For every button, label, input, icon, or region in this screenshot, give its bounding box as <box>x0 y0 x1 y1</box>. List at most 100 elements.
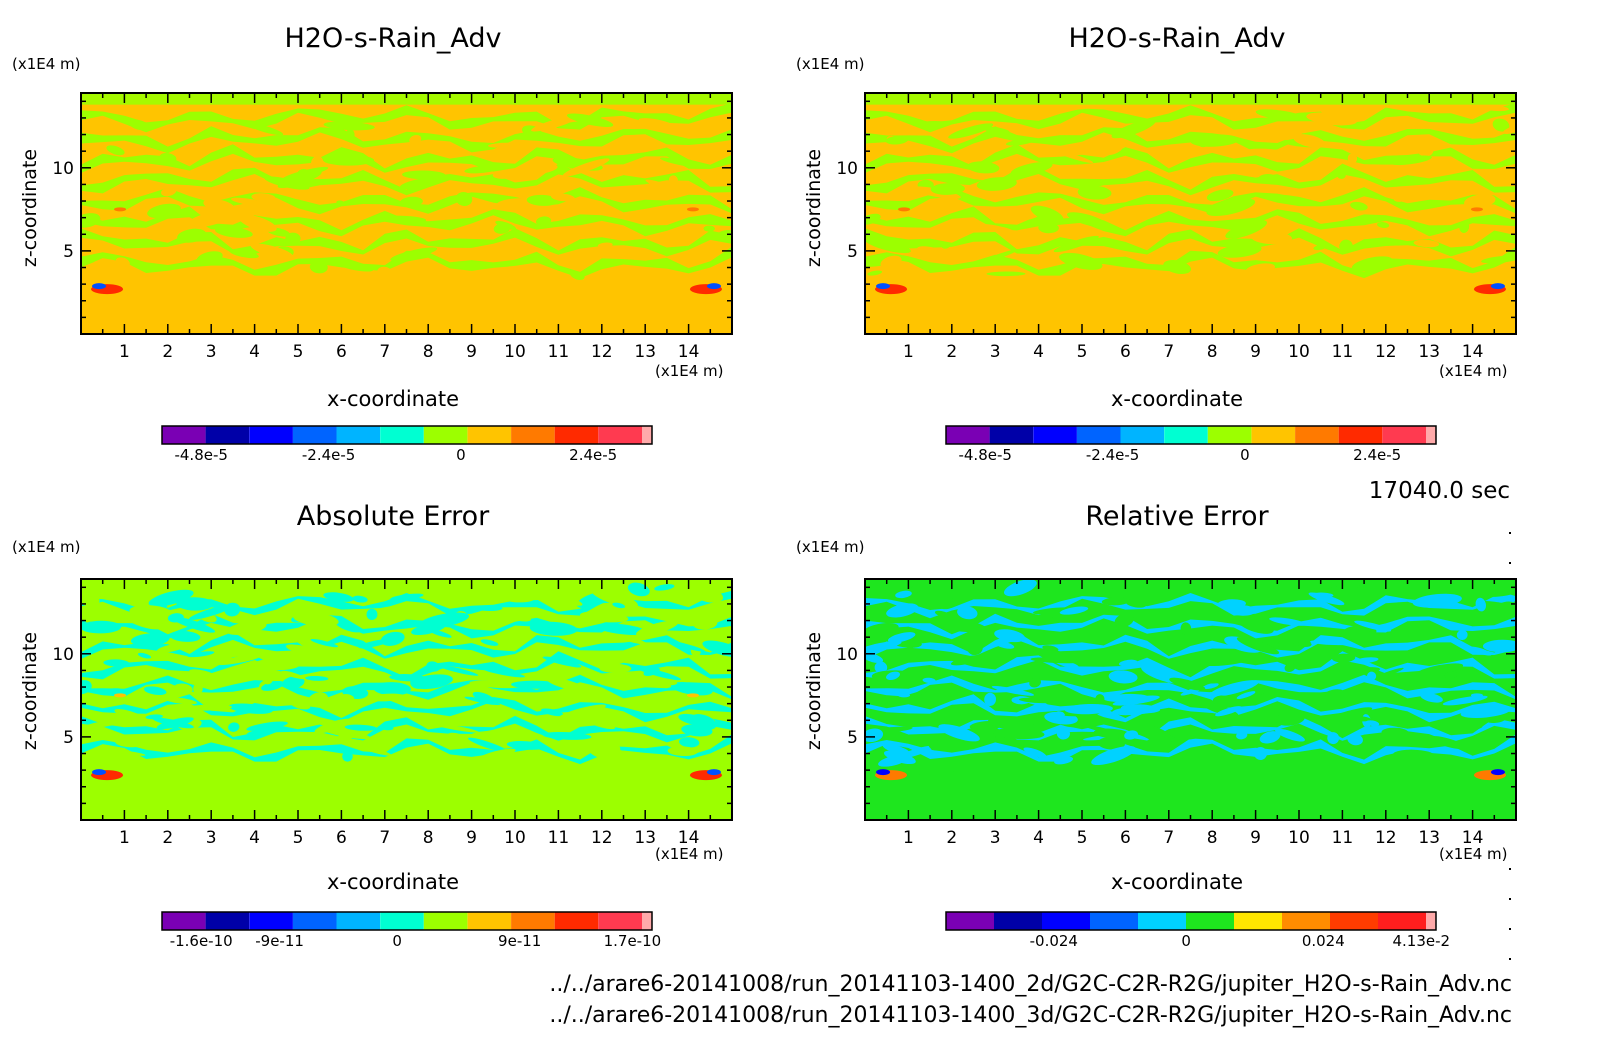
colorbar-swatch <box>598 912 642 930</box>
field-blob <box>971 248 1019 267</box>
field-blob <box>402 170 446 180</box>
field-blob <box>984 692 997 706</box>
field-blob <box>311 155 324 170</box>
x-tick-label: 7 <box>1163 828 1174 848</box>
field-blob <box>1413 239 1440 248</box>
field-blob <box>176 597 214 611</box>
x-tick-label: 9 <box>1250 342 1261 362</box>
field-blob <box>493 223 511 234</box>
colorbar-tick-label: -9e-11 <box>255 932 304 950</box>
x-tick-label: 13 <box>1418 342 1440 362</box>
field-spot <box>706 769 721 776</box>
x-tick-label: 4 <box>249 342 260 362</box>
field-blob <box>226 620 267 636</box>
field-band <box>865 206 1516 237</box>
field-spot <box>114 693 127 698</box>
field-blob <box>542 731 592 740</box>
field-blob <box>308 692 329 706</box>
field-top-band <box>81 93 732 105</box>
field-blob <box>635 620 679 637</box>
field-blob <box>263 675 273 685</box>
x-axis-ticks: 1 2 3 4 5 6 7 8 9 10 11 12 13 14 <box>101 579 712 848</box>
field-blob <box>341 693 355 701</box>
x-tick-label: 9 <box>466 828 477 848</box>
field-blob <box>129 605 173 620</box>
field-blob <box>114 709 145 721</box>
x-unit-label: (x1E4 m) <box>1439 845 1508 863</box>
field-blob <box>886 671 900 680</box>
field-blob <box>1215 706 1242 717</box>
field-blob <box>506 740 546 750</box>
field-blob <box>475 605 503 612</box>
field-blob <box>884 690 927 706</box>
field-blob <box>295 636 340 654</box>
x-axis-label: x-coordinate <box>327 870 459 894</box>
field-blob <box>246 730 266 737</box>
field-blob <box>865 728 884 743</box>
field-lower-region <box>81 279 732 334</box>
field-blob <box>1224 636 1262 653</box>
field-blob <box>1306 112 1357 126</box>
field-blob <box>130 633 170 647</box>
colorbar-swatch <box>205 426 250 444</box>
field-spot <box>92 283 107 290</box>
colorbar-swatch <box>1186 912 1234 930</box>
field-blob <box>390 593 424 601</box>
y-tick-label: 10 <box>52 159 74 179</box>
field-blob <box>948 123 994 139</box>
field-blob <box>1010 161 1053 176</box>
field-blob <box>81 213 101 228</box>
x-tick-label: 4 <box>1033 828 1044 848</box>
x-tick-label: 12 <box>591 342 613 362</box>
field-blob <box>182 704 233 711</box>
field-band <box>865 126 1516 154</box>
field-blob <box>1408 678 1418 688</box>
x-tick-label: 13 <box>1418 828 1440 848</box>
field-blob <box>1054 756 1074 765</box>
field-blob <box>81 594 100 606</box>
panel-title: Relative Error <box>1085 501 1269 532</box>
field-blob <box>667 746 698 757</box>
field-spot <box>1490 283 1505 290</box>
field-blob <box>492 171 513 179</box>
field-blob <box>613 634 648 645</box>
field-blob <box>1095 694 1105 705</box>
field-blob <box>464 696 501 706</box>
colorbar-tick-label: -1.6e-10 <box>170 932 233 950</box>
colorbar: -0.024 0 0.024 4.13e-2 <box>945 911 1450 950</box>
colorbar-swatch <box>1251 426 1296 444</box>
x-axis-label: x-coordinate <box>1111 870 1243 894</box>
field-blob <box>409 135 422 144</box>
field-blob <box>511 680 559 689</box>
field-blob <box>1393 193 1410 202</box>
field-blob <box>305 675 329 681</box>
field-blob <box>1417 145 1434 157</box>
field-blob <box>310 638 339 648</box>
field-blob <box>431 723 479 733</box>
field-blob <box>1377 222 1390 228</box>
field-blob <box>169 630 201 642</box>
field-blob <box>1293 134 1326 148</box>
x-tick-label: 11 <box>548 342 570 362</box>
y-axis-ticks: 5 10 <box>836 586 1516 805</box>
field-blob <box>1169 677 1206 691</box>
x-tick-label: 6 <box>336 342 347 362</box>
field-blob <box>1426 105 1463 112</box>
field-band <box>865 631 1516 659</box>
field-blob <box>1204 677 1230 684</box>
y-axis-ticks: 5 10 <box>836 100 1516 319</box>
y-unit-label: (x1E4 m) <box>12 55 81 73</box>
panel-title: H2O-s-Rain_Adv <box>285 23 502 54</box>
field-blob <box>627 582 650 597</box>
x-tick-label: 7 <box>1163 342 1174 362</box>
field-blob <box>1242 148 1282 156</box>
x-unit-label: (x1E4 m) <box>655 362 724 380</box>
field-blob <box>502 611 531 622</box>
y-tick-label: 10 <box>836 159 858 179</box>
field-blob <box>880 255 902 269</box>
field-blob <box>950 654 986 666</box>
x-axis-ticks: 1 2 3 4 5 6 7 8 9 10 11 12 13 14 <box>885 579 1496 848</box>
field-blob <box>1118 659 1138 667</box>
